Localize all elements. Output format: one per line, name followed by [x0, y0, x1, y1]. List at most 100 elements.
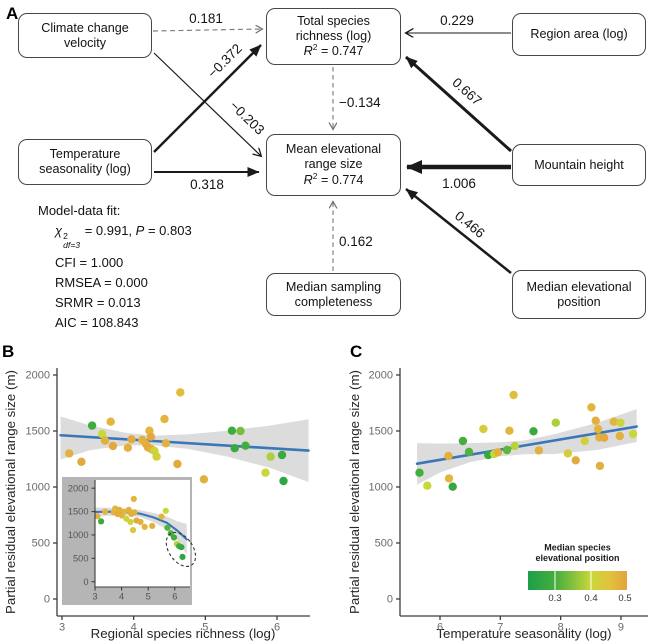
path-mh-to-tsr: [404, 55, 513, 153]
coef-ra-tsr: 0.229: [440, 13, 474, 28]
coef-msc-mers: 0.162: [339, 234, 373, 249]
scatter-point: [599, 433, 609, 442]
scatter-point: [230, 444, 239, 453]
x-tick-label: 4: [131, 621, 137, 633]
scatter-point: [609, 417, 618, 426]
scatter-point: [141, 523, 148, 530]
scatter-point: [279, 476, 288, 486]
node-label: range size: [304, 157, 363, 172]
scatter-point: [102, 508, 109, 515]
node-region-area: Region area (log): [512, 13, 646, 56]
scatter-point: [77, 457, 86, 466]
scatter-point: [241, 441, 250, 450]
scatter-point: [277, 450, 287, 460]
panel-b-chart: Regional species richness (log) Partial …: [3, 368, 310, 641]
node-r2: R2 = 0.774: [303, 170, 364, 187]
path-ccv-to-tsr: [152, 29, 262, 31]
node-label: Median elevational: [526, 279, 632, 294]
scatter-point: [580, 436, 589, 446]
coef-ccv-mers: −0.203: [227, 98, 267, 138]
scatter-point: [236, 426, 245, 436]
coef-ts-tsr: −0.372: [205, 41, 245, 81]
model-fit-srmr: SRMR = 0.013: [55, 295, 141, 311]
node-median-sampling-completeness: Median sampling completeness: [266, 273, 401, 316]
x-tick-label: 6: [274, 621, 280, 633]
legend-tick-label: 0.3: [548, 593, 561, 604]
scatter-point: [127, 518, 134, 526]
scatter-point: [563, 449, 573, 458]
node-r2: R2 = 0.747: [303, 42, 364, 59]
scatter-point: [160, 414, 169, 424]
panel-b-label: B: [2, 342, 15, 361]
scatter-point: [261, 468, 270, 477]
node-label: richness (log): [295, 28, 372, 43]
y-tick-label: 1000: [26, 482, 50, 494]
model-fit-rmsea: RMSEA = 0.000: [55, 275, 148, 291]
scatter-point: [152, 452, 161, 461]
scatter-point: [176, 388, 185, 397]
scatter-point: [529, 427, 538, 436]
scatter-point: [131, 509, 138, 516]
scatter-point: [444, 451, 453, 461]
x-tick-label: 5: [202, 621, 208, 633]
y-tick-label: 1000: [369, 482, 393, 494]
model-fit-block: Model-data fit: χ 2 df=3 = 0.991, P = 0.80…: [38, 203, 192, 336]
scatter-point: [448, 482, 457, 491]
y-tick-label: 500: [375, 538, 393, 550]
scatter-point: [127, 435, 136, 444]
scatter-point: [458, 436, 468, 446]
coef-mh-mers: 1.006: [442, 176, 476, 191]
scatter-point: [464, 447, 474, 457]
x-tick-label: 7: [497, 621, 503, 633]
y-tick-label: 2000: [369, 370, 393, 382]
scatter-point: [587, 403, 596, 412]
model-fit-chi: χ 2 df=3 = 0.991, P = 0.803: [55, 223, 192, 250]
node-label: Temperature: [49, 147, 121, 162]
x-tick-label: 6: [437, 621, 443, 633]
model-fit-cfi: CFI = 1.000: [55, 254, 124, 270]
scatter-point: [130, 495, 137, 502]
confidence-band: [417, 409, 637, 485]
scatter-point: [173, 459, 182, 469]
scatter-point: [95, 513, 101, 520]
y-tick-label: 2000: [26, 370, 50, 382]
scatter-point: [146, 432, 156, 441]
model-fit-aic: AIC = 108.843: [55, 315, 139, 331]
scatter-point: [479, 424, 488, 434]
x-tick-label: 8: [558, 621, 564, 633]
scatter-point: [534, 446, 544, 455]
scatter-point: [227, 426, 237, 435]
scatter-point: [178, 544, 185, 551]
legend-tick-label: 0.4: [584, 593, 597, 604]
x-tick-label: 3: [92, 591, 97, 601]
scatter-point: [65, 449, 74, 458]
node-median-elevational-position: Median elevational position: [512, 270, 646, 319]
node-label: Region area (log): [530, 27, 628, 42]
scatter-point: [162, 507, 169, 514]
panel-b-yaxis-label: Partial residual elevational range size …: [3, 370, 18, 614]
coef-ts-mers: 0.318: [190, 177, 224, 192]
scatter-point: [595, 461, 605, 471]
node-temperature-seasonality: Temperature seasonality (log): [18, 139, 152, 185]
y-tick-label: 2000: [68, 483, 89, 493]
confidence-band: [95, 507, 187, 555]
node-total-species-richness: Total species richness (log) R2 = 0.747: [266, 8, 401, 65]
node-label: Climate change: [41, 20, 129, 35]
path-mep-to-mers: [405, 188, 512, 274]
scatter-point: [98, 518, 105, 525]
panel-b-inset-content: [95, 495, 188, 560]
scatter-point: [266, 452, 275, 461]
node-label: Median sampling: [285, 279, 382, 294]
legend-tick-label: 0.5: [618, 593, 631, 604]
scatter-point: [116, 506, 123, 513]
scatter-point: [137, 518, 144, 526]
node-mean-elevational-range-size: Mean elevational range size R2 = 0.774: [266, 134, 401, 196]
scatter-point: [493, 448, 503, 457]
legend-title-line1: Median species: [544, 543, 611, 553]
x-tick-label: 5: [146, 591, 151, 601]
scatter-point: [551, 418, 560, 427]
scatter-point: [179, 553, 186, 560]
panel-c-chart: Temperature seasonality (log) Partial re…: [347, 368, 648, 641]
scatter-point: [164, 524, 171, 531]
